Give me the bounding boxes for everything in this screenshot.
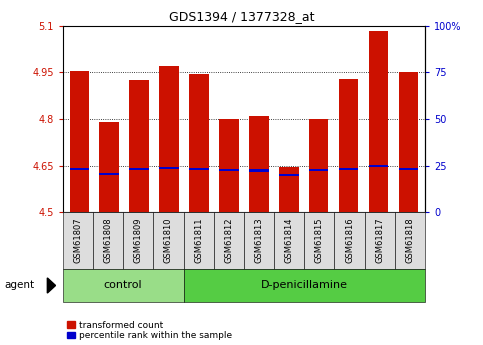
Legend: transformed count, percentile rank within the sample: transformed count, percentile rank withi… <box>67 321 232 341</box>
Bar <box>279 174 298 176</box>
Text: GSM61809: GSM61809 <box>134 218 143 263</box>
Text: D-penicillamine: D-penicillamine <box>261 280 348 290</box>
Bar <box>99 172 119 175</box>
Text: GSM61813: GSM61813 <box>255 218 264 264</box>
Bar <box>159 167 179 169</box>
Text: GSM61816: GSM61816 <box>345 218 354 264</box>
Bar <box>189 168 209 170</box>
Bar <box>309 119 328 212</box>
Bar <box>249 116 269 212</box>
Bar <box>279 167 298 212</box>
Bar <box>249 169 269 172</box>
Text: GDS1394 / 1377328_at: GDS1394 / 1377328_at <box>169 10 314 23</box>
Bar <box>159 66 179 212</box>
Bar <box>129 80 149 212</box>
Text: GSM61811: GSM61811 <box>194 218 203 263</box>
Bar <box>309 169 328 171</box>
Text: GSM61817: GSM61817 <box>375 218 384 264</box>
Text: GSM61807: GSM61807 <box>73 218 83 264</box>
Text: GSM61814: GSM61814 <box>284 218 294 263</box>
Text: agent: agent <box>5 280 35 290</box>
Text: GSM61810: GSM61810 <box>164 218 173 263</box>
Bar <box>399 168 418 170</box>
Bar <box>369 165 388 167</box>
Bar <box>99 122 119 212</box>
Bar <box>189 74 209 212</box>
Text: GSM61815: GSM61815 <box>315 218 324 263</box>
Bar <box>129 168 149 170</box>
Text: GSM61812: GSM61812 <box>224 218 233 263</box>
Text: GSM61808: GSM61808 <box>103 218 113 264</box>
Bar <box>369 30 388 212</box>
Text: control: control <box>104 280 142 290</box>
Bar <box>70 71 89 212</box>
Bar <box>219 169 239 171</box>
Bar <box>339 79 358 212</box>
Bar <box>70 168 89 170</box>
Bar <box>399 72 418 212</box>
Text: GSM61818: GSM61818 <box>405 218 414 264</box>
Bar <box>219 119 239 212</box>
Bar <box>339 168 358 170</box>
